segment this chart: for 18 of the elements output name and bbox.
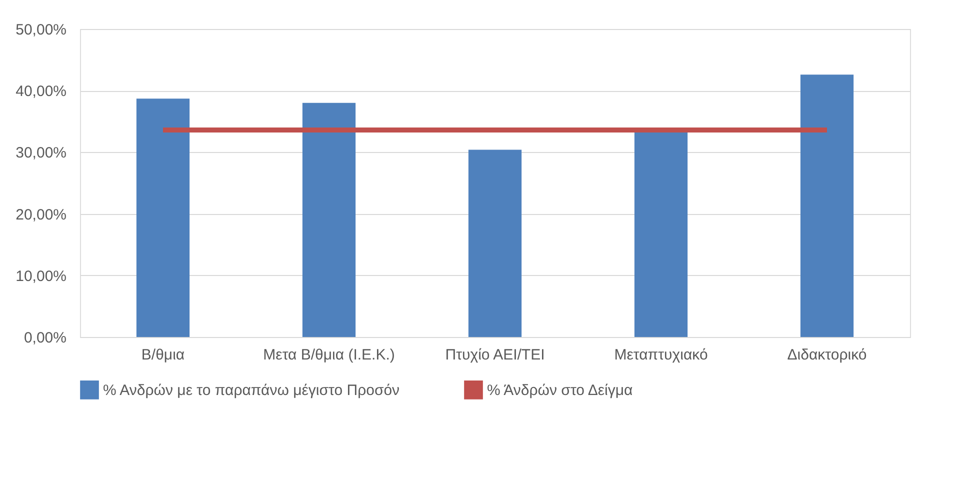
x-tick-label: Μετα Β/θμια (Ι.Ε.Κ.)	[263, 346, 395, 364]
x-tick-label: Διδακτορικό	[787, 346, 867, 364]
x-tick-label: Μεταπτυχιακό	[614, 346, 708, 364]
bar	[468, 150, 522, 337]
legend-label: % Άνδρών στο Δείγμα	[487, 382, 634, 399]
x-tick-label: Πτυχίο ΑΕΙ/ΤΕΙ	[445, 346, 545, 364]
legend-label: % Ανδρών με το παραπάνω μέγιστο Προσόν	[103, 382, 400, 399]
y-tick-label: 40,00%	[16, 83, 66, 100]
y-tick-label: 20,00%	[16, 206, 66, 224]
y-tick-label: 10,00%	[16, 268, 66, 285]
bar	[302, 102, 356, 337]
y-tick-label: 30,00%	[16, 144, 66, 162]
bar	[136, 98, 190, 337]
y-tick-label: 0,00%	[24, 330, 66, 346]
x-tick-label: Β/θμια	[141, 346, 185, 364]
bar	[800, 74, 854, 337]
bar	[634, 130, 688, 337]
y-tick-label: 50,00%	[16, 22, 66, 38]
